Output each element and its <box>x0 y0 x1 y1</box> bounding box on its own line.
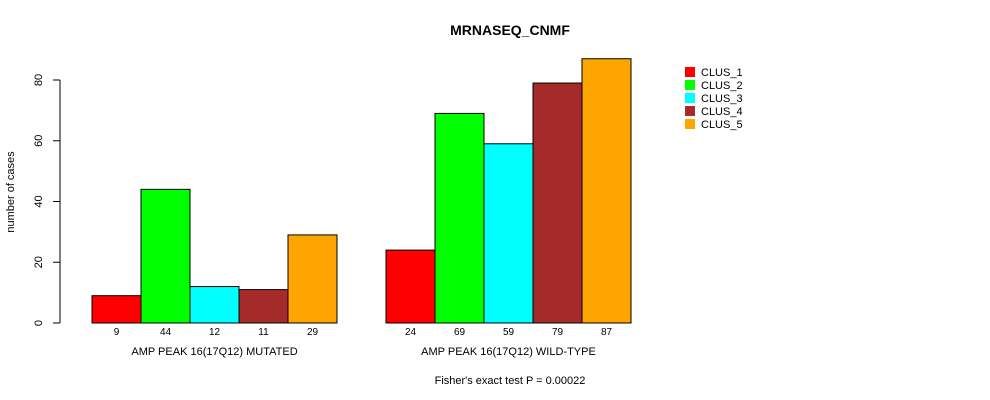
group-label-2: AMP PEAK 16(17Q12) WILD-TYPE <box>421 346 596 358</box>
bar-clus-5-group-2 <box>581 58 632 324</box>
fisher-test-footnote: Fisher's exact test P = 0.00022 <box>435 375 586 387</box>
bar-clus-1-group-1 <box>91 295 142 324</box>
bar-clus-3-group-2 <box>483 143 534 324</box>
legend-label-5: CLUS_5 <box>701 119 743 131</box>
bar-count-label: 29 <box>307 327 319 338</box>
group-label-1: AMP PEAK 16(17Q12) MUTATED <box>131 346 297 358</box>
bar-count-label: 44 <box>160 327 172 338</box>
y-tick-label: 0 <box>33 320 45 326</box>
bar-clus-4-group-1 <box>238 289 289 324</box>
bar-clus-1-group-2 <box>385 249 436 324</box>
bar-count-label: 69 <box>454 327 466 338</box>
legend-label-2: CLUS_2 <box>701 80 743 92</box>
legend-swatch-4 <box>685 106 695 116</box>
chart-title: MRNASEQ_CNMF <box>450 22 570 38</box>
bar-clus-5-group-1 <box>287 234 338 324</box>
bar-count-label: 59 <box>503 327 515 338</box>
bars: 9 44 12 11 29 24 69 59 79 87 <box>91 58 632 338</box>
bar-count-label: 87 <box>601 327 613 338</box>
legend-label-4: CLUS_4 <box>701 106 743 118</box>
bar-count-label: 12 <box>209 327 221 338</box>
legend-swatch-2 <box>685 80 695 90</box>
y-axis: 0 20 40 60 80 <box>33 74 61 326</box>
y-tick-label: 40 <box>33 195 45 207</box>
y-tick-label: 60 <box>33 135 45 147</box>
y-tick-label: 20 <box>33 256 45 268</box>
legend-swatch-3 <box>685 93 695 103</box>
bar-count-label: 24 <box>405 327 417 338</box>
bar-clus-2-group-1 <box>140 188 191 324</box>
y-tick-label: 80 <box>33 74 45 86</box>
bar-count-label: 9 <box>114 327 120 338</box>
legend-swatch-5 <box>685 119 695 129</box>
bar-count-label: 11 <box>258 327 269 338</box>
bar-clus-4-group-2 <box>532 82 583 324</box>
legend-label-1: CLUS_1 <box>701 67 743 79</box>
group-labels: AMP PEAK 16(17Q12) MUTATED AMP PEAK 16(17… <box>131 346 595 358</box>
bar-clus-3-group-1 <box>189 286 240 324</box>
bar-clus-2-group-2 <box>434 112 485 324</box>
legend-swatch-1 <box>685 67 695 77</box>
bar-count-label: 79 <box>552 327 564 338</box>
legend-label-3: CLUS_3 <box>701 93 743 105</box>
y-axis-label: number of cases <box>5 151 17 233</box>
